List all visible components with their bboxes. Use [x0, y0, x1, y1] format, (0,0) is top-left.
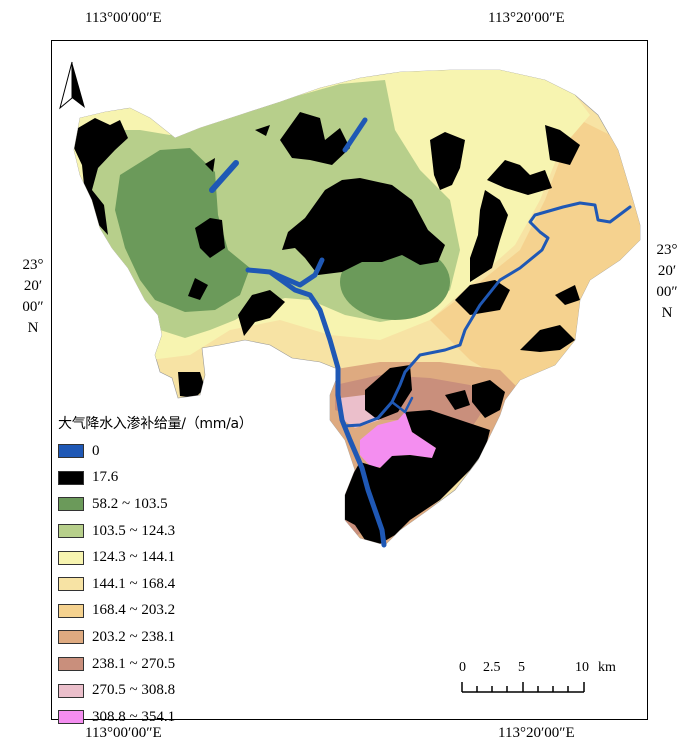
zone-58-103-west: [115, 148, 250, 312]
legend-label: 203.2 ~ 238.1: [92, 628, 176, 645]
latitude-min: 20′: [23, 278, 43, 294]
legend-item: 124.3 ~ 144.1: [58, 544, 253, 571]
legend-label: 168.4 ~ 203.2: [92, 602, 176, 619]
legend-swatch: [58, 603, 84, 618]
scale-tick-10: 10: [575, 660, 589, 675]
legend-label: 58.2 ~ 103.5: [92, 495, 168, 512]
legend-label: 103.5 ~ 124.3: [92, 522, 176, 539]
legend-swatch: [58, 577, 84, 592]
legend-label: 144.1 ~ 168.4: [92, 575, 176, 592]
latitude-sec: 00″: [22, 299, 44, 315]
legend-swatch: [58, 497, 84, 512]
north-arrow-icon: [59, 61, 85, 110]
latitude-hemi: N: [27, 320, 39, 336]
scale-unit: km: [598, 660, 616, 675]
legend-item: 308.8 ~ 354.1: [58, 704, 253, 731]
legend-swatch: [58, 470, 84, 485]
longitude-label-bottom-right: 113°20′00″E: [498, 725, 575, 741]
legend-items: 0 17.6 58.2 ~ 103.5 103.5 ~ 124.3 124.3 ~ 14…: [58, 438, 253, 731]
legend-title: 大气降水入渗补给量/（mm/a）: [58, 416, 253, 432]
latitude-deg: 23°: [22, 257, 44, 273]
map-frame: [51, 40, 648, 720]
legend-label: 270.5 ~ 308.8: [92, 682, 176, 699]
legend-item: 17.6: [58, 465, 253, 492]
latitude-min: 20′: [657, 263, 677, 279]
legend-item: 58.2 ~ 103.5: [58, 491, 253, 518]
legend-item: 270.5 ~ 308.8: [58, 677, 253, 704]
latitude-sec: 00″: [656, 284, 678, 300]
scale-bar-graphic: [461, 682, 585, 693]
latitude-label-right: 23° 20′ 00″ N: [650, 240, 684, 324]
legend-swatch: [58, 524, 84, 539]
legend: 大气降水入渗补给量/（mm/a） 0 17.6 58.2 ~ 103.5 103.5 …: [58, 413, 253, 731]
legend-item: 203.2 ~ 238.1: [58, 624, 253, 651]
legend-label: 0: [92, 442, 100, 459]
legend-item: 238.1 ~ 270.5: [58, 651, 253, 678]
scale-tick-5: 5: [518, 660, 525, 675]
legend-item: 0: [58, 438, 253, 465]
longitude-label-top-right: 113°20′00″E: [488, 10, 565, 26]
legend-label: 238.1 ~ 270.5: [92, 655, 176, 672]
legend-swatch: [58, 630, 84, 645]
legend-label: 308.8 ~ 354.1: [92, 708, 176, 725]
legend-label: 124.3 ~ 144.1: [92, 549, 176, 566]
longitude-label-top-left: 113°00′00″E: [85, 10, 162, 26]
longitude-label-bottom-left: 113°00′00″E: [85, 725, 162, 741]
zone-0-rivers: [209, 117, 632, 548]
zone-17-6-patches: [74, 112, 580, 545]
zone-308-354: [360, 412, 436, 468]
scale-tick-0: 0: [459, 660, 466, 675]
latitude-hemi: N: [661, 305, 673, 321]
legend-swatch: [58, 710, 84, 725]
legend-item: 144.1 ~ 168.4: [58, 571, 253, 598]
legend-swatch: [58, 444, 84, 459]
legend-item: 103.5 ~ 124.3: [58, 518, 253, 545]
legend-swatch: [58, 550, 84, 565]
legend-label: 17.6: [92, 469, 119, 486]
legend-swatch: [58, 657, 84, 672]
latitude-deg: 23°: [656, 242, 678, 258]
legend-item: 168.4 ~ 203.2: [58, 598, 253, 625]
latitude-label-left: 23° 20′ 00″ N: [20, 255, 46, 339]
scale-tick-2-5: 2.5: [483, 660, 501, 675]
legend-swatch: [58, 683, 84, 698]
